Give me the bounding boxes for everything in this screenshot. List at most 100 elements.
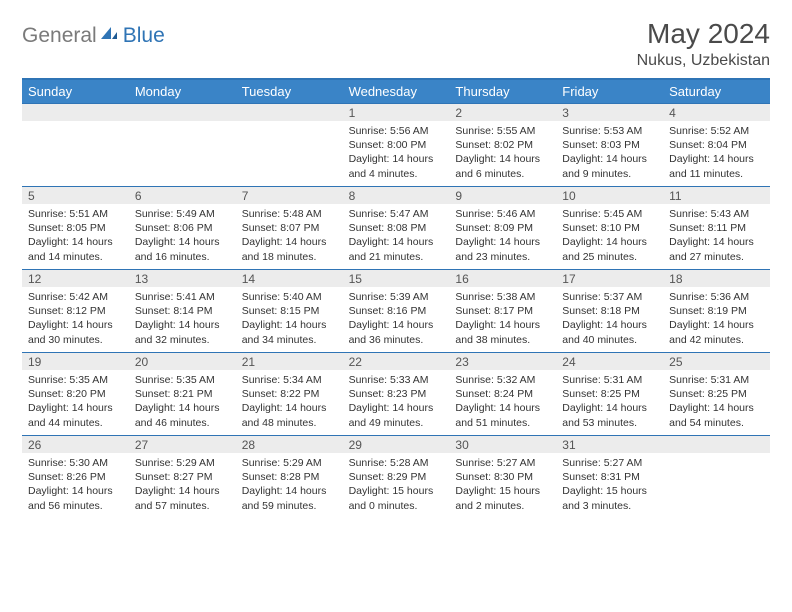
calendar-cell: 31Sunrise: 5:27 AMSunset: 8:31 PMDayligh… [556,436,663,517]
calendar-cell: 23Sunrise: 5:32 AMSunset: 8:24 PMDayligh… [449,353,556,435]
calendar-cell: 27Sunrise: 5:29 AMSunset: 8:27 PMDayligh… [129,436,236,517]
calendar-cell: 30Sunrise: 5:27 AMSunset: 8:30 PMDayligh… [449,436,556,517]
daynum-row [22,104,129,121]
cell-details: Sunrise: 5:35 AMSunset: 8:20 PMDaylight:… [22,370,129,434]
calendar-cell: 13Sunrise: 5:41 AMSunset: 8:14 PMDayligh… [129,270,236,352]
cell-details: Sunrise: 5:56 AMSunset: 8:00 PMDaylight:… [343,121,450,185]
cell-details: Sunrise: 5:48 AMSunset: 8:07 PMDaylight:… [236,204,343,268]
cell-details: Sunrise: 5:42 AMSunset: 8:12 PMDaylight:… [22,287,129,351]
cell-details: Sunrise: 5:55 AMSunset: 8:02 PMDaylight:… [449,121,556,185]
day-number: 22 [343,355,362,369]
day-number: 19 [22,355,41,369]
day-number: 20 [129,355,148,369]
weeks-container: 1Sunrise: 5:56 AMSunset: 8:00 PMDaylight… [22,103,770,517]
calendar-cell: 18Sunrise: 5:36 AMSunset: 8:19 PMDayligh… [663,270,770,352]
day-number: 6 [129,189,142,203]
cell-details: Sunrise: 5:35 AMSunset: 8:21 PMDaylight:… [129,370,236,434]
calendar-cell: 28Sunrise: 5:29 AMSunset: 8:28 PMDayligh… [236,436,343,517]
cell-details: Sunrise: 5:32 AMSunset: 8:24 PMDaylight:… [449,370,556,434]
day-header: Sunday [22,80,129,103]
calendar-cell: 19Sunrise: 5:35 AMSunset: 8:20 PMDayligh… [22,353,129,435]
daynum-row: 2 [449,104,556,121]
calendar-cell: 24Sunrise: 5:31 AMSunset: 8:25 PMDayligh… [556,353,663,435]
logo-sail-icon [99,25,119,46]
day-number: 28 [236,438,255,452]
cell-details: Sunrise: 5:45 AMSunset: 8:10 PMDaylight:… [556,204,663,268]
daynum-row: 8 [343,187,450,204]
day-number: 3 [556,106,569,120]
day-number: 2 [449,106,462,120]
calendar-cell: 5Sunrise: 5:51 AMSunset: 8:05 PMDaylight… [22,187,129,269]
month-title: May 2024 [637,18,770,50]
day-number: 25 [663,355,682,369]
day-number: 24 [556,355,575,369]
cell-details: Sunrise: 5:29 AMSunset: 8:28 PMDaylight:… [236,453,343,517]
daynum-row: 13 [129,270,236,287]
daynum-row: 18 [663,270,770,287]
cell-details: Sunrise: 5:36 AMSunset: 8:19 PMDaylight:… [663,287,770,351]
calendar-grid: Sunday Monday Tuesday Wednesday Thursday… [22,78,770,517]
daynum-row: 6 [129,187,236,204]
day-number: 9 [449,189,462,203]
cell-details: Sunrise: 5:30 AMSunset: 8:26 PMDaylight:… [22,453,129,517]
day-number: 4 [663,106,676,120]
day-number: 8 [343,189,356,203]
location-label: Nukus, Uzbekistan [637,52,770,70]
calendar-cell: 21Sunrise: 5:34 AMSunset: 8:22 PMDayligh… [236,353,343,435]
calendar-page: General Blue May 2024 Nukus, Uzbekistan … [0,0,792,535]
calendar-cell: 14Sunrise: 5:40 AMSunset: 8:15 PMDayligh… [236,270,343,352]
cell-details: Sunrise: 5:34 AMSunset: 8:22 PMDaylight:… [236,370,343,434]
calendar-cell: 15Sunrise: 5:39 AMSunset: 8:16 PMDayligh… [343,270,450,352]
cell-details: Sunrise: 5:31 AMSunset: 8:25 PMDaylight:… [663,370,770,434]
cell-details: Sunrise: 5:29 AMSunset: 8:27 PMDaylight:… [129,453,236,517]
cell-details: Sunrise: 5:43 AMSunset: 8:11 PMDaylight:… [663,204,770,268]
day-number: 29 [343,438,362,452]
daynum-row: 23 [449,353,556,370]
day-number: 13 [129,272,148,286]
daynum-row: 14 [236,270,343,287]
day-number: 11 [663,189,681,203]
day-number: 27 [129,438,148,452]
daynum-row: 12 [22,270,129,287]
calendar-cell: 17Sunrise: 5:37 AMSunset: 8:18 PMDayligh… [556,270,663,352]
cell-details: Sunrise: 5:52 AMSunset: 8:04 PMDaylight:… [663,121,770,185]
calendar-cell: 4Sunrise: 5:52 AMSunset: 8:04 PMDaylight… [663,104,770,186]
page-header: General Blue May 2024 Nukus, Uzbekistan [22,18,770,70]
daynum-row: 28 [236,436,343,453]
day-number: 26 [22,438,41,452]
calendar-week: 19Sunrise: 5:35 AMSunset: 8:20 PMDayligh… [22,352,770,435]
calendar-week: 12Sunrise: 5:42 AMSunset: 8:12 PMDayligh… [22,269,770,352]
day-number: 31 [556,438,575,452]
daynum-row: 10 [556,187,663,204]
calendar-cell: 11Sunrise: 5:43 AMSunset: 8:11 PMDayligh… [663,187,770,269]
daynum-row: 7 [236,187,343,204]
day-number: 7 [236,189,249,203]
logo: General Blue [22,24,165,48]
daynum-row: 26 [22,436,129,453]
daynum-row: 5 [22,187,129,204]
day-number: 5 [22,189,35,203]
daynum-row [663,436,770,453]
cell-details: Sunrise: 5:53 AMSunset: 8:03 PMDaylight:… [556,121,663,185]
daynum-row: 22 [343,353,450,370]
day-header: Saturday [663,80,770,103]
daynum-row [129,104,236,121]
daynum-row: 4 [663,104,770,121]
cell-details: Sunrise: 5:41 AMSunset: 8:14 PMDaylight:… [129,287,236,351]
cell-details: Sunrise: 5:31 AMSunset: 8:25 PMDaylight:… [556,370,663,434]
daynum-row [236,104,343,121]
calendar-cell [663,436,770,517]
day-number: 18 [663,272,682,286]
calendar-cell: 25Sunrise: 5:31 AMSunset: 8:25 PMDayligh… [663,353,770,435]
day-number: 23 [449,355,468,369]
daynum-row: 21 [236,353,343,370]
daynum-row: 27 [129,436,236,453]
cell-details: Sunrise: 5:51 AMSunset: 8:05 PMDaylight:… [22,204,129,268]
day-number: 1 [343,106,356,120]
day-number: 30 [449,438,468,452]
day-header: Friday [556,80,663,103]
day-header: Wednesday [343,80,450,103]
title-block: May 2024 Nukus, Uzbekistan [637,18,770,70]
daynum-row: 25 [663,353,770,370]
cell-details: Sunrise: 5:28 AMSunset: 8:29 PMDaylight:… [343,453,450,517]
